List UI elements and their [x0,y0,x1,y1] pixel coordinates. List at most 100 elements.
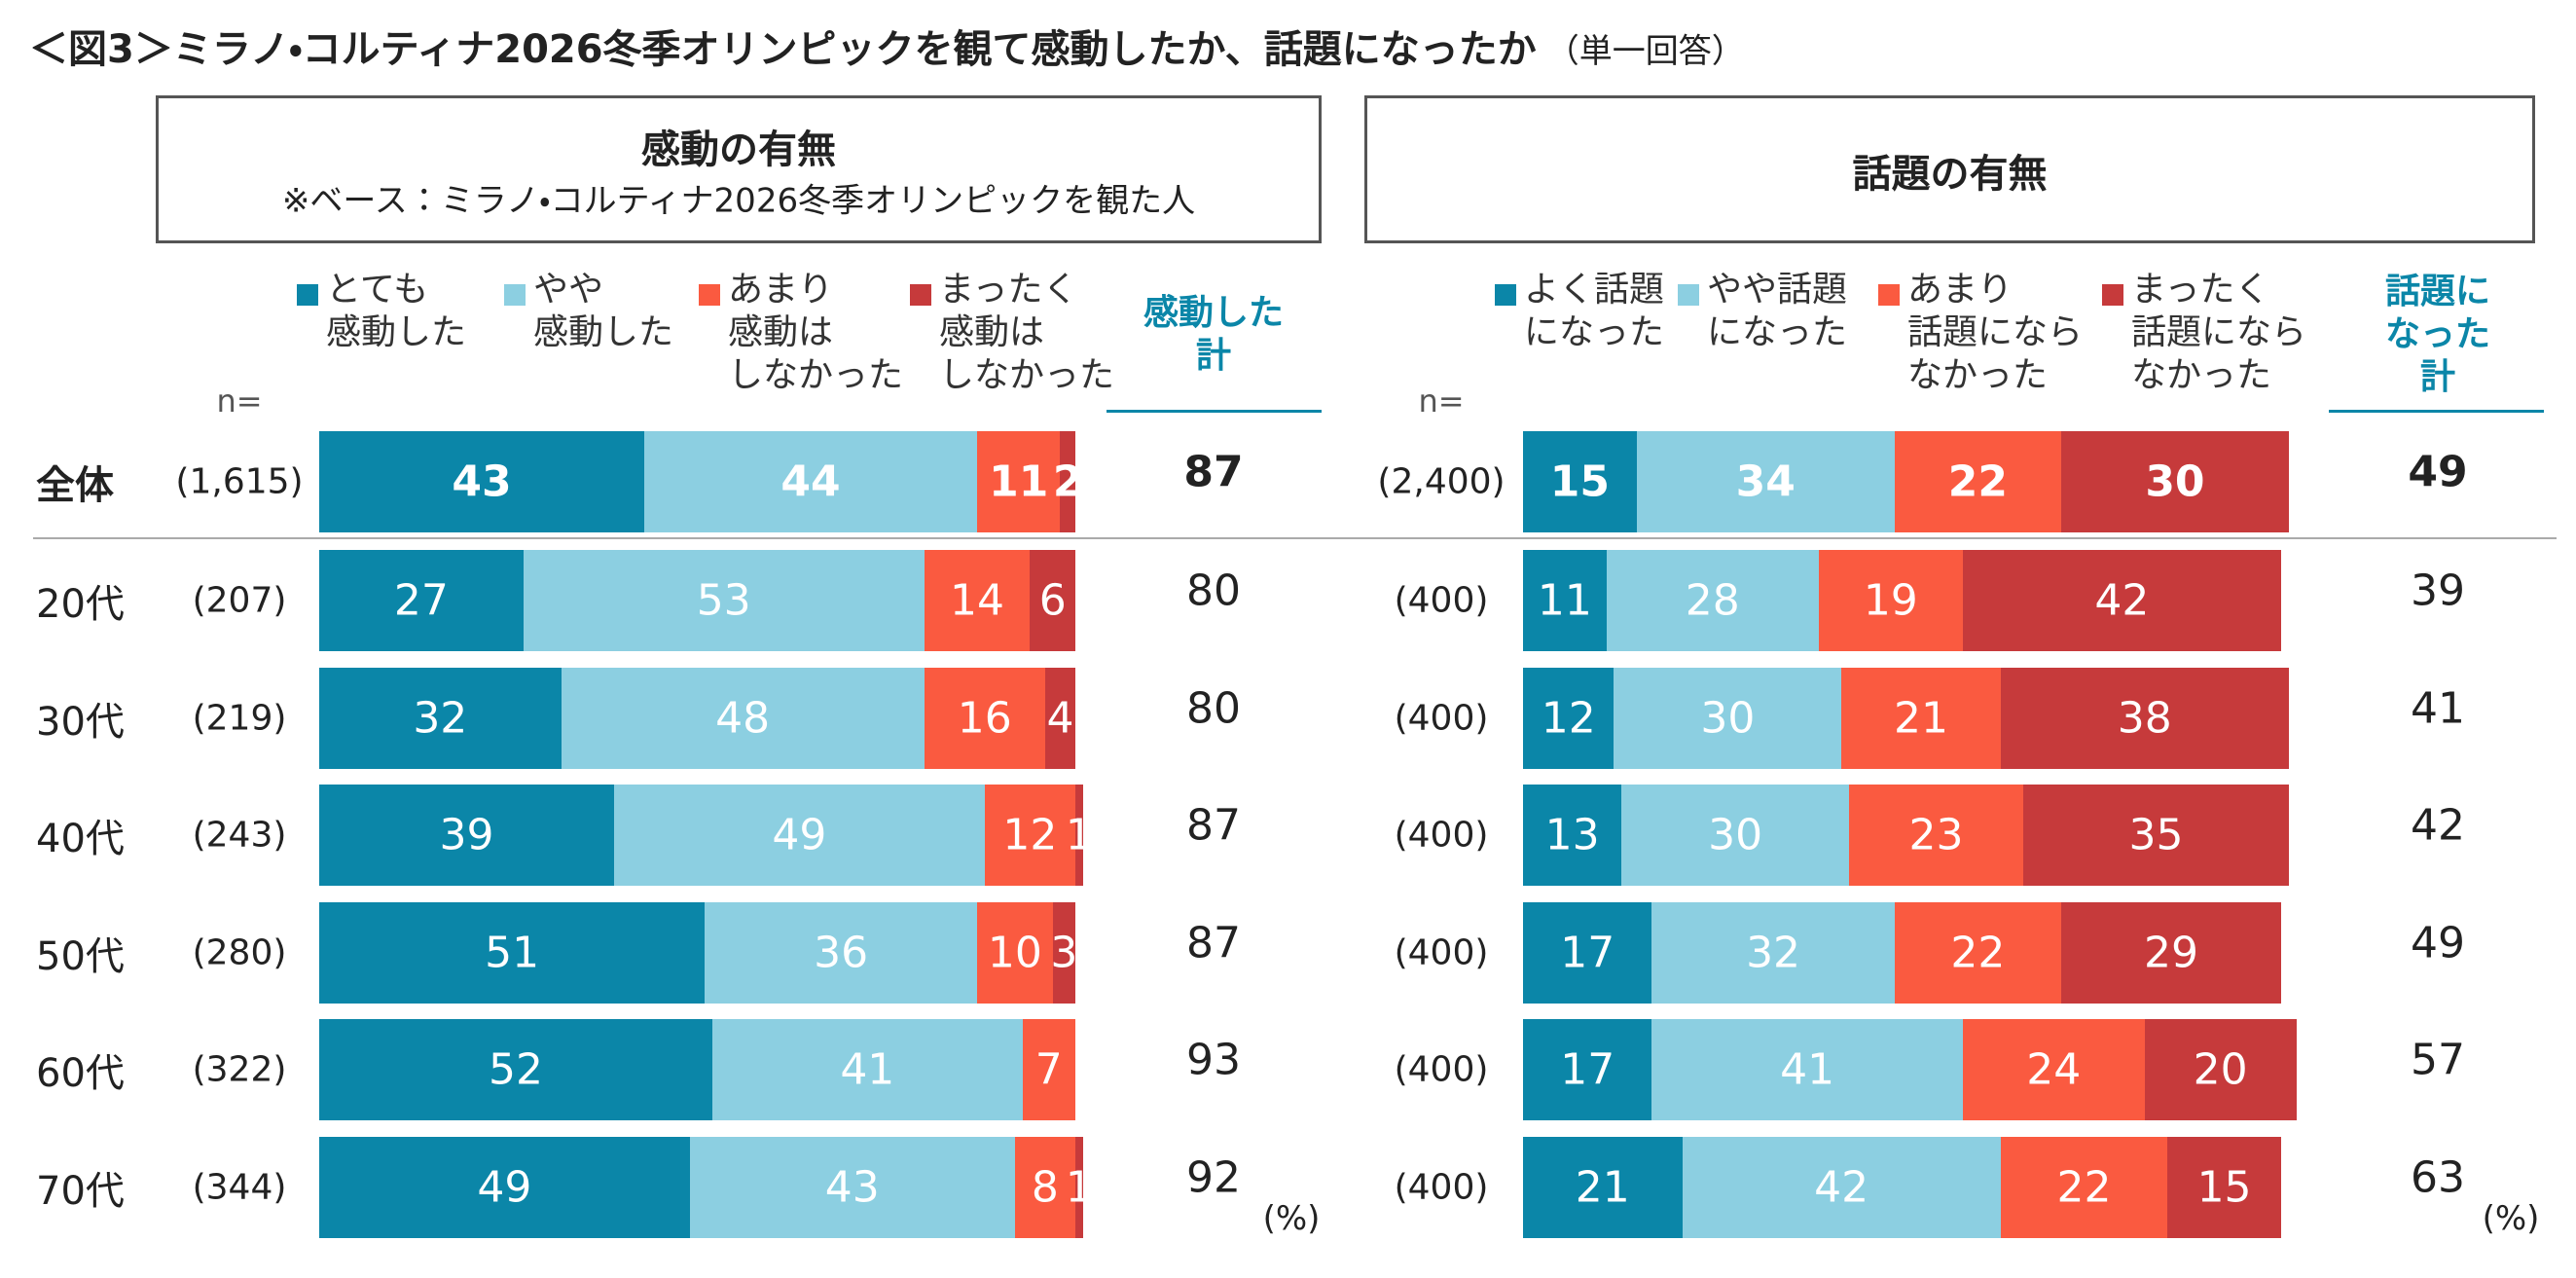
total-value: 41 [2411,683,2465,733]
n-value: (400) [1394,932,1489,972]
legend-label: あまり 感動は しなかった [728,270,904,395]
bar-segment [976,901,1053,1004]
bar-segment [2061,431,2289,532]
value-label: 2 [1052,456,1083,507]
value-label: 12 [1541,693,1596,743]
panel-title: 感動の有無 [641,128,836,172]
bar-segment [1075,785,1083,886]
bar-segment [1614,667,1842,769]
bar-segment [1636,431,1895,532]
bar-segment [1848,785,2024,886]
total-value: 39 [2411,566,2465,616]
category-label: 30代 [36,699,125,745]
bar-segment [1523,1136,1683,1238]
value-label: 28 [1685,575,1740,626]
value-label: 7 [1034,1044,1063,1095]
bar-segment [712,1019,1023,1120]
legend-label: よく話題 になった [1524,270,1665,352]
bar-segment [2000,667,2289,769]
legend-swatch [1878,284,1900,306]
value-label: 22 [1950,928,2006,977]
value-label: 23 [1908,810,1964,860]
value-label: 21 [1575,1162,1630,1212]
bar-segment [1894,431,2062,532]
bar-segment [1894,901,2062,1004]
value-label: 52 [489,1044,544,1095]
n-value: (1,615) [175,461,304,502]
total-header: 話題に なった 計 [2384,272,2490,397]
value-label: 3 [1050,928,1078,977]
n-value: (344) [192,1167,287,1207]
value-label: 27 [393,575,449,626]
bar-segment [1818,550,1963,651]
n-value: (2,400) [1377,461,1506,502]
n-value: (400) [1394,698,1489,738]
legend-label: まったく 感動は しなかった [939,270,1115,395]
bar-segment [1052,901,1075,1004]
category-label: 全体 [36,463,114,508]
total-header: 感動した 計 [1143,293,1285,376]
total-value: 87 [1186,918,1241,968]
total-value: 49 [2408,447,2468,497]
value-label: 49 [477,1162,532,1212]
value-label: 38 [2117,693,2172,743]
value-label: 13 [1544,810,1600,860]
bar-segment [1523,550,1607,651]
bar-segment [1523,901,1652,1004]
category-label: 70代 [36,1168,125,1214]
legend-swatch [1678,284,1699,306]
total-value: 92 [1186,1152,1241,1202]
bar-segment [319,667,562,769]
value-label: 48 [715,693,771,743]
value-label: 53 [696,575,751,626]
value-label: 14 [949,575,1004,626]
n-label: n= [1418,383,1465,420]
unit-label: (%) [1262,1199,1321,1238]
value-label: 43 [452,456,512,507]
value-label: 16 [957,693,1012,743]
total-value: 42 [2411,800,2465,851]
bar-segment [319,1136,690,1238]
panel-header-box [156,95,1322,243]
total-value: 87 [1186,800,1241,851]
bar-segment [1523,667,1615,769]
value-label: 8 [1031,1162,1059,1212]
bar-segment [614,785,985,886]
n-value: (400) [1394,1167,1489,1207]
value-label: 30 [2145,456,2205,507]
value-label: 1 [1065,810,1093,860]
bar-segment [319,901,706,1004]
value-label: 22 [1947,456,2009,507]
n-value: (243) [192,815,287,856]
value-label: 15 [2196,1162,2252,1212]
category-label: 20代 [36,582,125,627]
bar-segment [924,667,1045,769]
bar-segment [1523,1019,1652,1120]
bar-segment [1841,667,2001,769]
value-label: 19 [1863,575,1918,626]
value-label: 21 [1893,693,1948,743]
bar-segment [1060,431,1075,532]
value-label: 35 [2128,810,2184,860]
title: ＜図3＞ミラノ・コルティナ2026冬季オリンピックを観て感動したか、話題になった… [29,27,1537,72]
bar-segment [644,431,977,532]
value-label: 6 [1038,575,1067,626]
bar-segment [1022,1019,1075,1120]
legend-swatch [699,284,720,306]
category-label: 50代 [36,933,125,979]
total-value: 80 [1186,566,1241,616]
n-label: n= [216,383,263,420]
bar-segment [1030,550,1075,651]
value-label: 15 [1549,456,1611,507]
note: （単一回答） [1545,32,1745,71]
panel-header-box [1364,95,2535,243]
value-label: 42 [2094,575,2150,626]
legend-swatch [910,284,931,306]
bar-segment [1621,785,1849,886]
total-header-line [2329,410,2544,413]
bar-segment [984,785,1075,886]
bar-segment [2023,785,2289,886]
bar-segment [2167,1136,2281,1238]
bar-segment [924,550,1031,651]
